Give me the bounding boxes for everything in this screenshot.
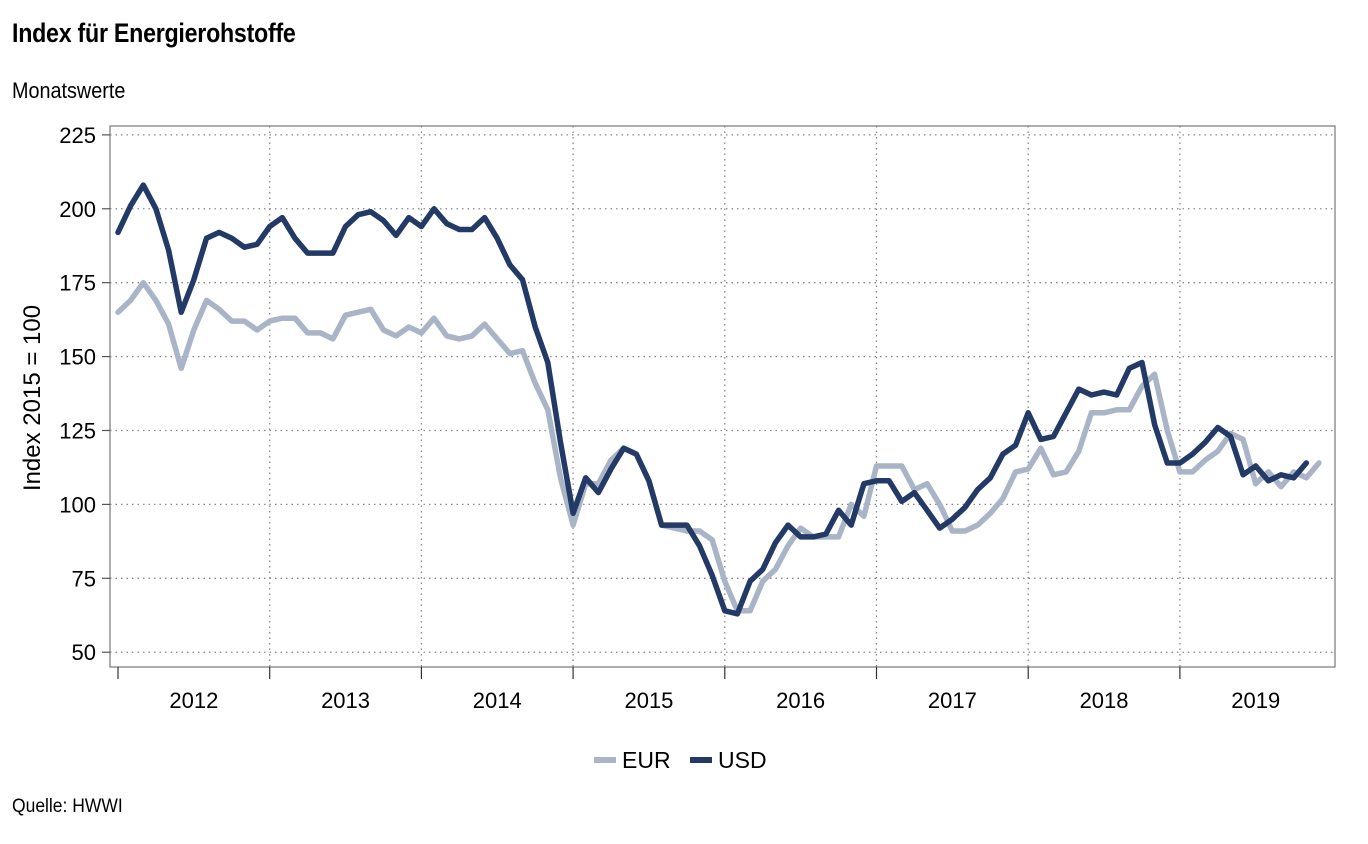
source-note: Quelle: HWWI <box>12 796 123 817</box>
x-tick-label: 2018 <box>1080 688 1129 713</box>
y-tick-label: 225 <box>59 123 96 148</box>
x-tick-label: 2017 <box>928 688 977 713</box>
x-tick-label: 2014 <box>473 688 522 713</box>
y-tick-label: 150 <box>59 345 96 370</box>
x-tick-label: 2016 <box>776 688 825 713</box>
series-line-eur <box>115 279 1322 614</box>
x-axis: 2012 2013 2014 2015 2016 2017 2018 2019 <box>117 667 1280 713</box>
y-tick-label: 75 <box>72 566 96 591</box>
y-tick-label: 100 <box>59 492 96 517</box>
x-tick-label: 2012 <box>169 688 218 713</box>
y-axis-title: Index 2015 = 100 <box>19 305 46 491</box>
legend-label-eur: EUR <box>622 747 671 773</box>
x-tick-label: 2015 <box>624 688 673 713</box>
chart-subtitle: Monatswerte <box>12 78 126 103</box>
legend-label-usd: USD <box>718 747 767 773</box>
legend: EUR USD <box>594 747 767 773</box>
y-tick-label: 50 <box>72 640 96 665</box>
series-line-usd <box>115 182 1310 617</box>
x-tick-label: 2019 <box>1231 688 1280 713</box>
grid-lines <box>110 126 1335 667</box>
y-tick-label: 175 <box>59 271 96 296</box>
chart-title: Index für Energierohstoffe <box>12 18 296 48</box>
y-axis: 50 75 100 125 150 175 200 225 <box>59 123 110 665</box>
x-tick-label: 2013 <box>321 688 370 713</box>
y-tick-label: 200 <box>59 197 96 222</box>
y-tick-label: 125 <box>59 418 96 443</box>
plot-frame <box>109 125 1336 668</box>
series-lines <box>115 182 1322 617</box>
